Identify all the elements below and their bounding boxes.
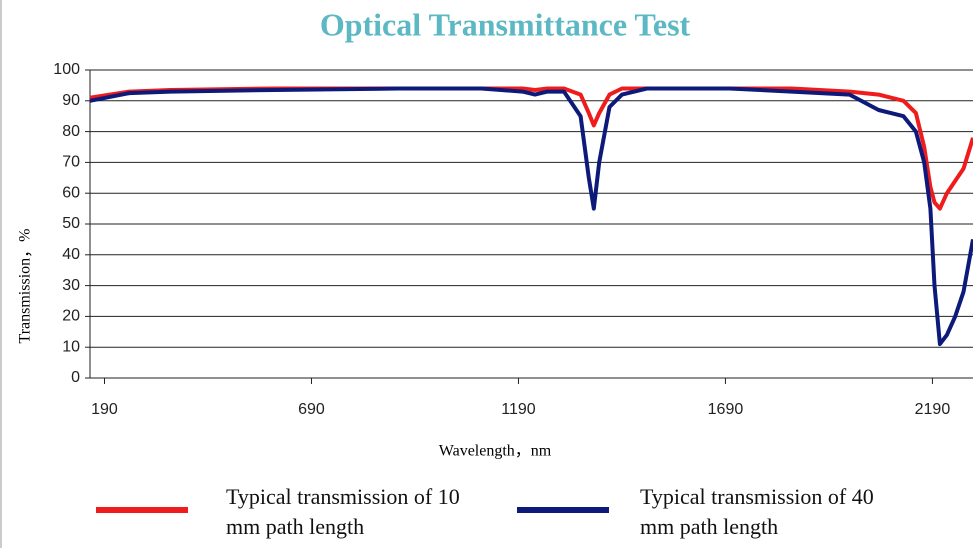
y-tick-label: 0 [71,369,80,386]
legend-swatch [96,507,188,513]
legend-swatch [517,507,609,513]
x-tick-label: 190 [91,401,118,418]
series-line [89,86,973,347]
x-tick-label: 1190 [501,401,536,418]
y-tick-label: 20 [62,308,80,325]
y-tick-label: 90 [62,92,80,109]
legend-label: Typical transmission of 40 mm path lengt… [640,484,874,539]
x-tick-label: 690 [298,401,325,418]
x-axis-label: Wavelength，nm [439,443,552,460]
legend-label: Typical transmission of 10 mm path lengt… [226,484,460,539]
y-tick-label: 10 [62,338,80,355]
x-tick-label: 2190 [915,401,951,418]
chart-title: Optical Transmittance Test [320,6,691,42]
x-tick-label: 1690 [708,401,744,418]
y-tick-label: 100 [53,61,80,78]
y-tick-label: 50 [62,215,80,232]
y-axis-label: Transmission，% [17,229,34,344]
y-tick-label: 30 [62,277,80,294]
y-tick-label: 60 [62,184,80,201]
series-line [89,86,973,211]
y-tick-label: 40 [62,246,80,263]
y-tick-label: 70 [62,154,80,171]
y-tick-label: 80 [62,123,80,140]
